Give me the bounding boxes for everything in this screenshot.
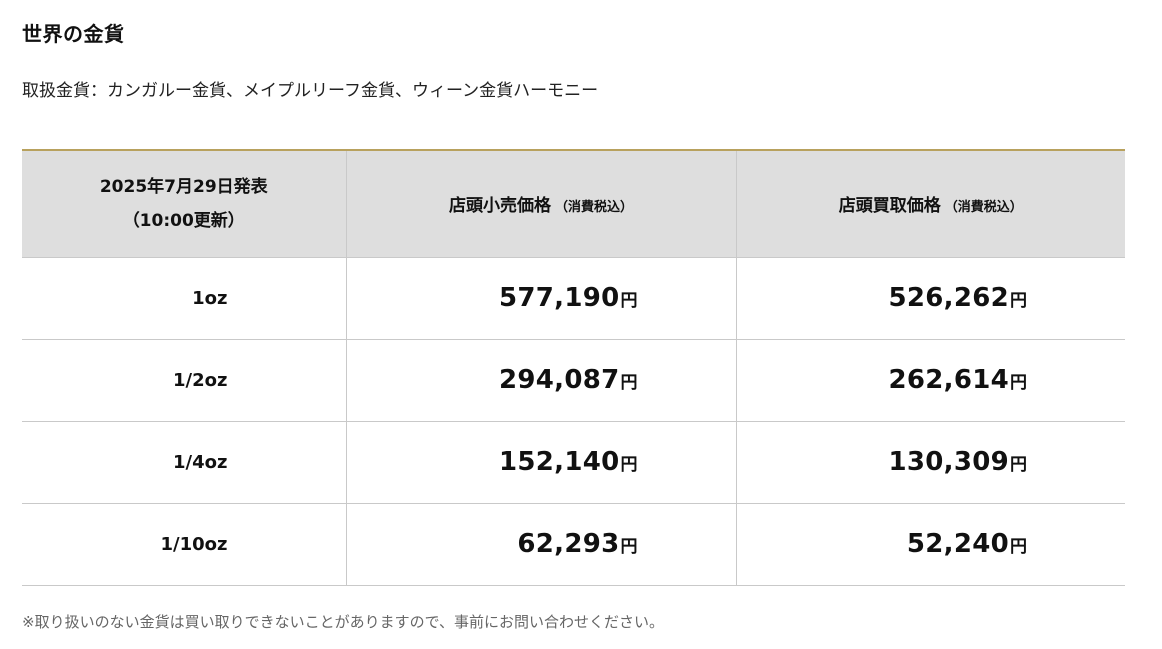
footnote: ※取り扱いのない金貨は買い取りできないことがありますので、事前にお問い合わせくだ… [22, 613, 664, 631]
retail-price-value: 577,190 [498, 283, 620, 313]
table-row: 1/4oz 152,140円 130,309円 [22, 421, 1125, 504]
buyback-price-cell: 526,262円 [735, 257, 1125, 340]
retail-price-value: 294,087 [498, 365, 620, 395]
header-buyback-label: 店頭買取価格 [838, 196, 941, 217]
retail-price-cell: 294,087円 [345, 339, 736, 422]
retail-price-cell: 152,140円 [345, 421, 736, 504]
weight-cell: 1/10oz [22, 503, 346, 586]
price-table: 2025年7月29日発表 （10:00更新） 店頭小売価格 （消費税込） 店頭買取… [22, 149, 1125, 586]
table-row: 1/10oz 62,293円 52,240円 [22, 503, 1125, 586]
buyback-price-cell: 52,240円 [735, 503, 1125, 586]
table-header-row: 2025年7月29日発表 （10:00更新） 店頭小売価格 （消費税込） 店頭買取… [22, 149, 1125, 258]
table-row: 1oz 577,190円 526,262円 [22, 257, 1125, 340]
weight-cell: 1oz [22, 257, 346, 340]
buyback-price-cell: 262,614円 [735, 339, 1125, 422]
buyback-price-value: 130,309 [888, 447, 1009, 477]
header-update-time: （10:00更新） [122, 210, 245, 231]
coin-list-text: 取扱金貨：カンガルー金貨、メイプルリーフ金貨、ウィーン金貨ハーモニー [22, 81, 599, 101]
price-unit: 円 [620, 291, 638, 311]
header-date: 2025年7月29日発表 [99, 176, 268, 197]
price-unit: 円 [1010, 291, 1027, 311]
header-date-cell: 2025年7月29日発表 （10:00更新） [22, 149, 346, 258]
buyback-price-value: 52,240 [906, 529, 1009, 559]
retail-price-cell: 62,293円 [345, 503, 736, 586]
retail-price-cell: 577,190円 [345, 257, 736, 340]
weight-cell: 1/4oz [22, 421, 346, 504]
header-buyback-cell: 店頭買取価格 （消費税込） [735, 149, 1125, 258]
header-buyback-tax-note: （消費税込） [944, 200, 1023, 216]
price-unit: 円 [1010, 455, 1027, 475]
buyback-price-cell: 130,309円 [735, 421, 1125, 504]
retail-price-value: 152,140 [498, 447, 620, 477]
retail-price-value: 62,293 [517, 529, 620, 559]
buyback-price-value: 526,262 [888, 283, 1009, 313]
price-unit: 円 [1010, 373, 1027, 393]
header-retail-cell: 店頭小売価格 （消費税込） [345, 149, 736, 258]
buyback-price-value: 262,614 [888, 365, 1009, 395]
table-row: 1/2oz 294,087円 262,614円 [22, 339, 1125, 422]
price-unit: 円 [620, 537, 638, 557]
weight-cell: 1/2oz [22, 339, 346, 422]
page-title: 世界の金貨 [22, 22, 125, 46]
price-unit: 円 [620, 373, 638, 393]
price-unit: 円 [620, 455, 638, 475]
header-retail-tax-note: （消費税込） [554, 200, 633, 216]
price-unit: 円 [1010, 537, 1027, 557]
header-retail-label: 店頭小売価格 [448, 196, 551, 217]
